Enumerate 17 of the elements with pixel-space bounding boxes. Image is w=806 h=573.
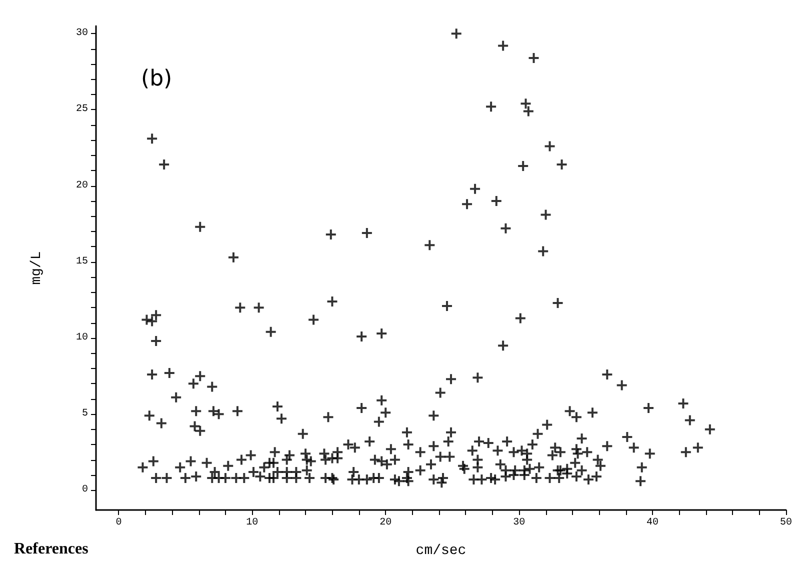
- y-tick-label: 5: [82, 408, 88, 420]
- y-tick-label: 10: [76, 332, 88, 344]
- x-axis-title: cm/sec: [416, 543, 466, 559]
- x-tick-label: 40: [646, 518, 659, 528]
- y-tick-label: 20: [76, 180, 88, 192]
- annotation: (b): [141, 66, 172, 92]
- y-axis-title: mg/L: [29, 251, 45, 285]
- y-tick-label: 30: [76, 28, 88, 40]
- x-tick-label: 0: [116, 518, 122, 528]
- x-tick-label: 30: [513, 518, 526, 528]
- y-tick-label: 15: [76, 256, 88, 268]
- x-tick-label: 10: [246, 518, 258, 528]
- y-tick-label: 0: [82, 484, 88, 496]
- x-tick-label: 50: [780, 518, 792, 528]
- text: References: [14, 540, 88, 558]
- x-tick-label: 20: [380, 518, 392, 528]
- y-tick-label: 25: [76, 104, 88, 116]
